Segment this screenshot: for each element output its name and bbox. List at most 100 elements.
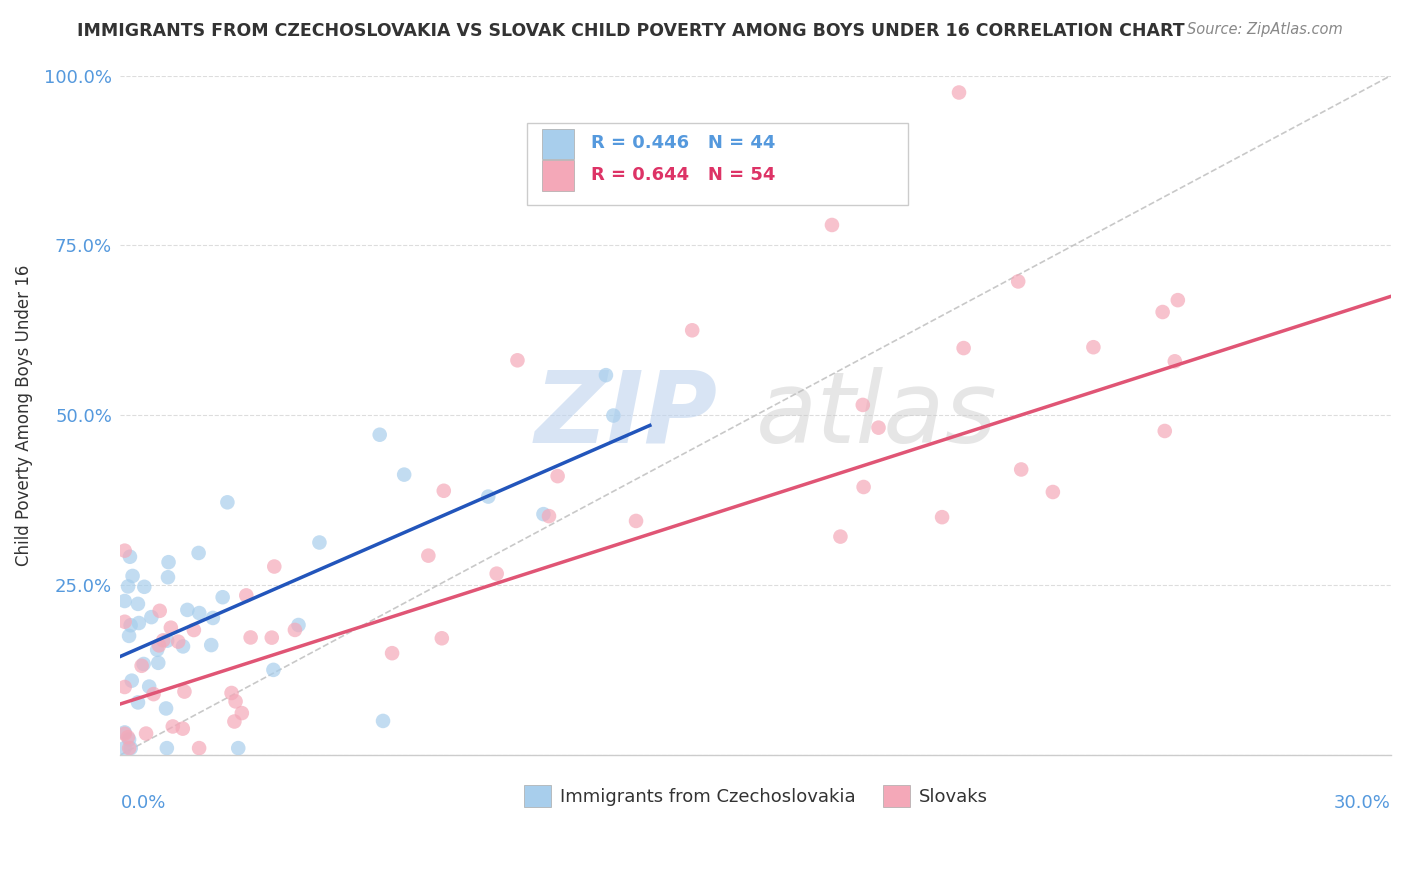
- Point: [148, 656, 170, 670]
- Point: [681, 323, 703, 337]
- Text: 0.0%: 0.0%: [121, 794, 166, 812]
- Point: [167, 634, 190, 648]
- Point: [537, 509, 560, 524]
- Point: [114, 680, 136, 694]
- Point: [118, 741, 141, 756]
- Point: [173, 684, 195, 698]
- Point: [141, 610, 163, 624]
- Point: [224, 714, 246, 729]
- Point: [624, 514, 647, 528]
- Point: [211, 591, 233, 605]
- Point: [121, 569, 143, 583]
- Point: [239, 631, 262, 645]
- Point: [176, 603, 198, 617]
- Point: [368, 427, 391, 442]
- Point: [134, 580, 156, 594]
- Point: [172, 640, 194, 654]
- Point: [138, 680, 160, 694]
- Point: [157, 555, 180, 569]
- Point: [1007, 275, 1029, 289]
- Point: [952, 341, 974, 355]
- Y-axis label: Child Poverty Among Boys Under 16: Child Poverty Among Boys Under 16: [15, 265, 32, 566]
- Point: [1167, 293, 1189, 307]
- Point: [595, 368, 617, 383]
- Point: [1153, 424, 1175, 438]
- Point: [1152, 305, 1174, 319]
- Point: [120, 741, 142, 756]
- Point: [114, 594, 136, 608]
- Point: [131, 658, 153, 673]
- Point: [235, 588, 257, 602]
- Point: [114, 727, 136, 741]
- Text: R = 0.644   N = 54: R = 0.644 N = 54: [591, 167, 775, 185]
- Point: [381, 646, 404, 660]
- Point: [226, 741, 249, 756]
- Text: IMMIGRANTS FROM CZECHOSLOVAKIA VS SLOVAK CHILD POVERTY AMONG BOYS UNDER 16 CORRE: IMMIGRANTS FROM CZECHOSLOVAKIA VS SLOVAK…: [77, 22, 1185, 40]
- Point: [225, 694, 247, 708]
- Point: [418, 549, 440, 563]
- Point: [201, 611, 224, 625]
- Point: [506, 353, 529, 368]
- Point: [868, 420, 890, 434]
- Point: [260, 631, 283, 645]
- Point: [830, 530, 852, 544]
- Point: [477, 490, 499, 504]
- Point: [149, 604, 172, 618]
- Point: [547, 469, 569, 483]
- Point: [430, 632, 453, 646]
- Point: [371, 714, 394, 728]
- Text: R = 0.446   N = 44: R = 0.446 N = 44: [591, 135, 775, 153]
- Point: [142, 687, 165, 701]
- Point: [156, 633, 179, 648]
- Point: [118, 732, 141, 747]
- Point: [852, 480, 875, 494]
- Point: [127, 695, 149, 709]
- Point: [931, 510, 953, 524]
- Point: [1164, 354, 1187, 368]
- Point: [1083, 340, 1105, 354]
- Point: [188, 606, 211, 620]
- Point: [308, 535, 330, 549]
- Point: [146, 642, 169, 657]
- Point: [148, 639, 170, 653]
- Text: atlas: atlas: [755, 367, 997, 464]
- Point: [117, 579, 139, 593]
- Point: [852, 398, 875, 412]
- Point: [132, 657, 155, 671]
- Point: [156, 570, 179, 584]
- Point: [114, 615, 136, 629]
- Point: [284, 623, 307, 637]
- Point: [156, 741, 179, 756]
- Point: [485, 566, 508, 581]
- Point: [948, 86, 970, 100]
- Point: [127, 597, 149, 611]
- Point: [188, 741, 211, 756]
- Point: [221, 686, 243, 700]
- Point: [821, 218, 844, 232]
- Point: [121, 673, 143, 688]
- Point: [217, 495, 239, 509]
- Point: [200, 638, 222, 652]
- Point: [287, 618, 309, 632]
- Point: [602, 409, 624, 423]
- Point: [120, 618, 142, 632]
- Point: [160, 621, 183, 635]
- Point: [172, 722, 194, 736]
- Point: [135, 726, 157, 740]
- Point: [155, 701, 177, 715]
- Point: [128, 615, 150, 630]
- Point: [433, 483, 456, 498]
- Point: [118, 629, 141, 643]
- Point: [183, 623, 205, 637]
- Point: [162, 719, 184, 733]
- Point: [114, 543, 136, 558]
- Point: [533, 507, 555, 521]
- Bar: [527, 123, 908, 204]
- Point: [152, 633, 174, 648]
- Point: [1010, 462, 1032, 476]
- Point: [117, 730, 139, 744]
- Text: Source: ZipAtlas.com: Source: ZipAtlas.com: [1187, 22, 1343, 37]
- Point: [231, 706, 253, 720]
- Point: [263, 559, 285, 574]
- Bar: [543, 128, 574, 159]
